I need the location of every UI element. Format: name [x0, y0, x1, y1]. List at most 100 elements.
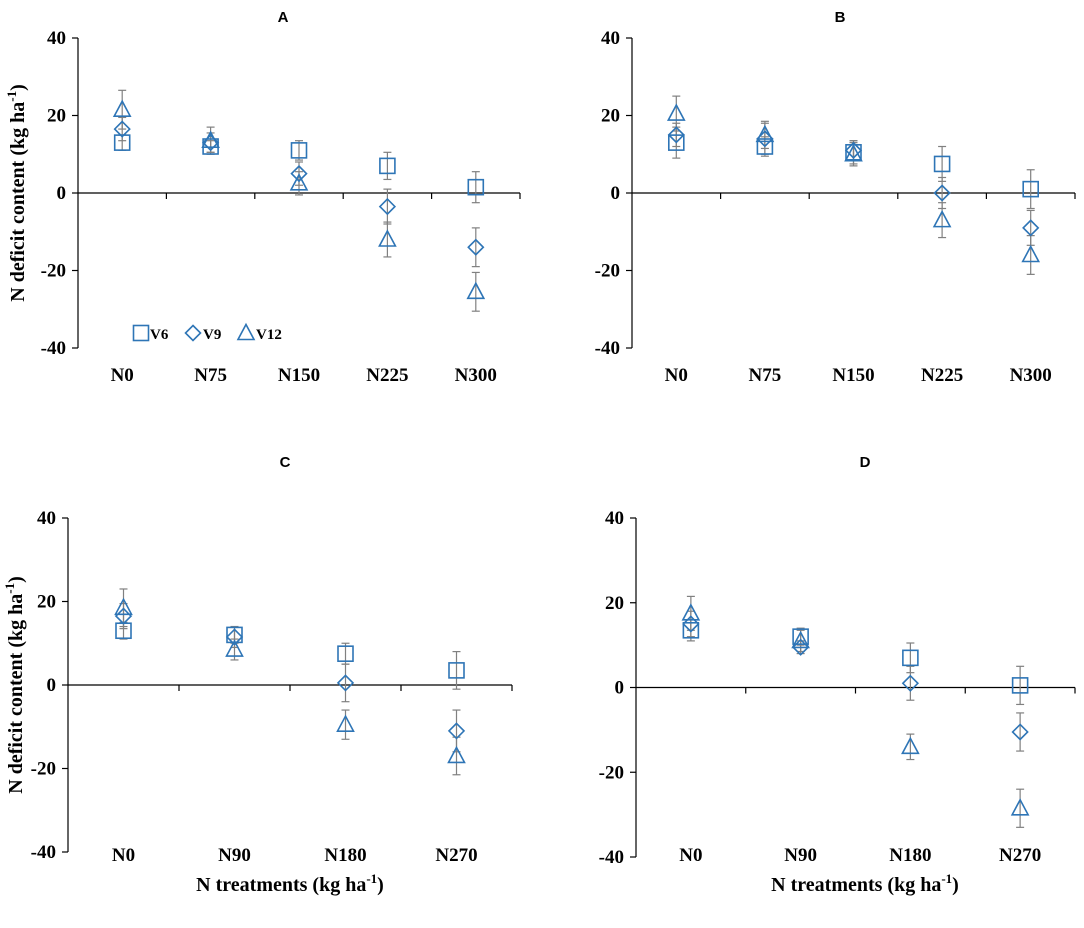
- panel-d-x-axis-label-close: ): [952, 874, 959, 896]
- panel-a-category-label: N225: [366, 365, 408, 386]
- panel-a: A 40 20 0 -20 -40 N0 N75 N150 N225 N300 N deficit c…: [4, 9, 521, 386]
- panel-a-y-tick-label: 0: [57, 183, 67, 204]
- panel-c-y-axis-label-sup: -1: [2, 583, 17, 594]
- panel-a-v9-point: [113, 120, 131, 138]
- panel-c-title: C: [280, 454, 291, 471]
- panel-a-y-tick-label: -40: [41, 338, 66, 359]
- panel-b-y-tick-label: -40: [595, 338, 620, 359]
- panel-b-v9-point: [933, 184, 951, 202]
- panel-d: D 40 20 0 -20 -40 N0 N90 N180 N270 N treatments (k…: [599, 454, 1076, 896]
- panel-a-v12-point: [289, 173, 309, 191]
- panel-a-v9-point: [290, 164, 308, 183]
- panel-c-v6-point: [337, 645, 354, 662]
- panel-b-category-label: N225: [921, 365, 963, 386]
- panel-a-v9-point: [378, 197, 397, 216]
- panel-c-category-label: N90: [218, 845, 251, 866]
- panel-a-y-tick-label: -20: [41, 261, 66, 282]
- panel-d-title: D: [860, 454, 871, 471]
- panel-b-v6-point: [1022, 180, 1040, 198]
- panel-b-v6-point: [756, 138, 774, 155]
- panel-a-v6-point: [290, 142, 308, 159]
- panel-a-v12-point: [466, 281, 486, 300]
- panel-b-v9-point: [844, 141, 863, 160]
- panel-b-category-label: N300: [1010, 365, 1052, 386]
- panel-d-v12-error-bar: [686, 595, 695, 631]
- panel-d-v12-point: [681, 603, 701, 621]
- panel-b-v6-error-bar: [1026, 169, 1035, 210]
- legend-v9-label: V9: [203, 327, 221, 343]
- panel-b-category-label: N0: [665, 365, 688, 386]
- panel-b-v9-point: [667, 126, 685, 144]
- panel-b-y-tick-label: 40: [601, 28, 620, 49]
- panel-a-v12-error-bar: [383, 221, 392, 258]
- panel-d-y-tick-label: 0: [615, 678, 625, 699]
- panel-b-v12-error-bar: [672, 95, 681, 132]
- panel-a-v6-point: [467, 178, 485, 196]
- panel-a-y-axis-label-close: ): [7, 84, 29, 91]
- panel-c-v9-error-bar: [341, 663, 350, 703]
- panel-c-v12-point: [225, 639, 244, 657]
- panel-a-v12-error-bar: [471, 271, 480, 312]
- panel-d-v9-point: [682, 615, 700, 633]
- panel-d-v6-point: [1011, 677, 1029, 694]
- panel-a-v6-error-bar: [383, 151, 392, 181]
- panel-d-v12-point: [901, 736, 920, 755]
- panel-a-v9-error-bar: [471, 227, 480, 268]
- panel-d-v9-point: [1011, 723, 1029, 741]
- panel-a-category-label: N150: [278, 365, 320, 386]
- panel-c-y-tick-label: -20: [31, 759, 56, 780]
- panel-c-v9-point: [447, 722, 466, 740]
- panel-d-x-axis-label: N treatments (kg ha-1): [771, 871, 959, 896]
- panel-d-y-tick-label: 40: [605, 508, 624, 529]
- panel-a-v6-point: [113, 134, 131, 151]
- panel-c-x-axis-label: N treatments (kg ha-1): [196, 871, 384, 896]
- panel-d-y-tick-label: -20: [599, 762, 624, 783]
- panel-a-category-label: N75: [194, 365, 227, 386]
- panel-d-category-label: N270: [999, 845, 1041, 866]
- panel-a-v12-point: [378, 229, 397, 247]
- panel-a-y-axis-label-sup: -1: [4, 91, 19, 102]
- panel-d-v9-error-bar: [906, 665, 915, 701]
- legend-v6-marker: [132, 324, 150, 342]
- panel-a-v12-point: [201, 130, 220, 148]
- panel-d-v6-point: [792, 628, 809, 645]
- panel-b-category-label: N150: [832, 365, 874, 386]
- panel-b-v12-point: [844, 144, 863, 162]
- panel-a-v9-point: [467, 238, 485, 256]
- panel-d-category-label: N180: [889, 845, 931, 866]
- panel-c-v12-error-bar: [452, 736, 461, 776]
- panel-a-v9-error-bar: [383, 188, 392, 225]
- panel-a-v6-point: [379, 157, 396, 175]
- panel-b-y-tick-label: 20: [601, 106, 620, 127]
- panel-d-v12-point: [1010, 798, 1030, 816]
- panel-d-x-axis-label-text: N treatments (kg ha: [771, 874, 941, 896]
- panel-c-v12-point: [114, 597, 133, 616]
- panel-b-v12-point: [666, 103, 686, 121]
- panel-d-category-label: N90: [784, 845, 817, 866]
- panel-a-y-axis-label-text: N deficit content (kg ha: [7, 102, 29, 302]
- panel-c-y-tick-label: 0: [47, 675, 57, 696]
- panel-c-v6-error-bar: [452, 650, 461, 690]
- panel-a-y-tick-label: 20: [47, 106, 66, 127]
- panel-a-v6-error-bar: [471, 171, 480, 204]
- panel-c-category-label: N0: [112, 845, 135, 866]
- panel-c-category-label: N270: [435, 845, 477, 866]
- panel-c-y-axis-label: N deficit content (kg ha-1): [2, 576, 27, 794]
- panel-a-v12-point: [112, 99, 132, 117]
- panel-b-v12-point: [1021, 244, 1041, 263]
- panel-c-v12-point: [447, 745, 466, 764]
- panel-c-y-tick-label: -40: [31, 842, 56, 863]
- panel-d-category-label: N0: [679, 845, 702, 866]
- panel-b-y-tick-label: 0: [611, 183, 621, 204]
- panel-d-v12-point: [791, 630, 810, 649]
- panel-b-y-tick-label: -20: [595, 261, 620, 282]
- panel-c-x-axis-label-text: N treatments (kg ha: [196, 874, 366, 896]
- panel-c-y-tick-label: 20: [37, 592, 56, 613]
- panel-c: C 40 20 0 -20 -40 N0 N90 N180 N270 N deficit conte…: [2, 454, 513, 896]
- panel-d-v9-error-bar: [1016, 712, 1025, 752]
- panel-b: B 40 20 0 -20 -40 N0 N75 N150 N225 N300: [595, 9, 1076, 386]
- panel-c-v6-point: [448, 662, 465, 679]
- panel-b-v12-point: [932, 209, 952, 228]
- panel-b-v6-point: [667, 134, 685, 151]
